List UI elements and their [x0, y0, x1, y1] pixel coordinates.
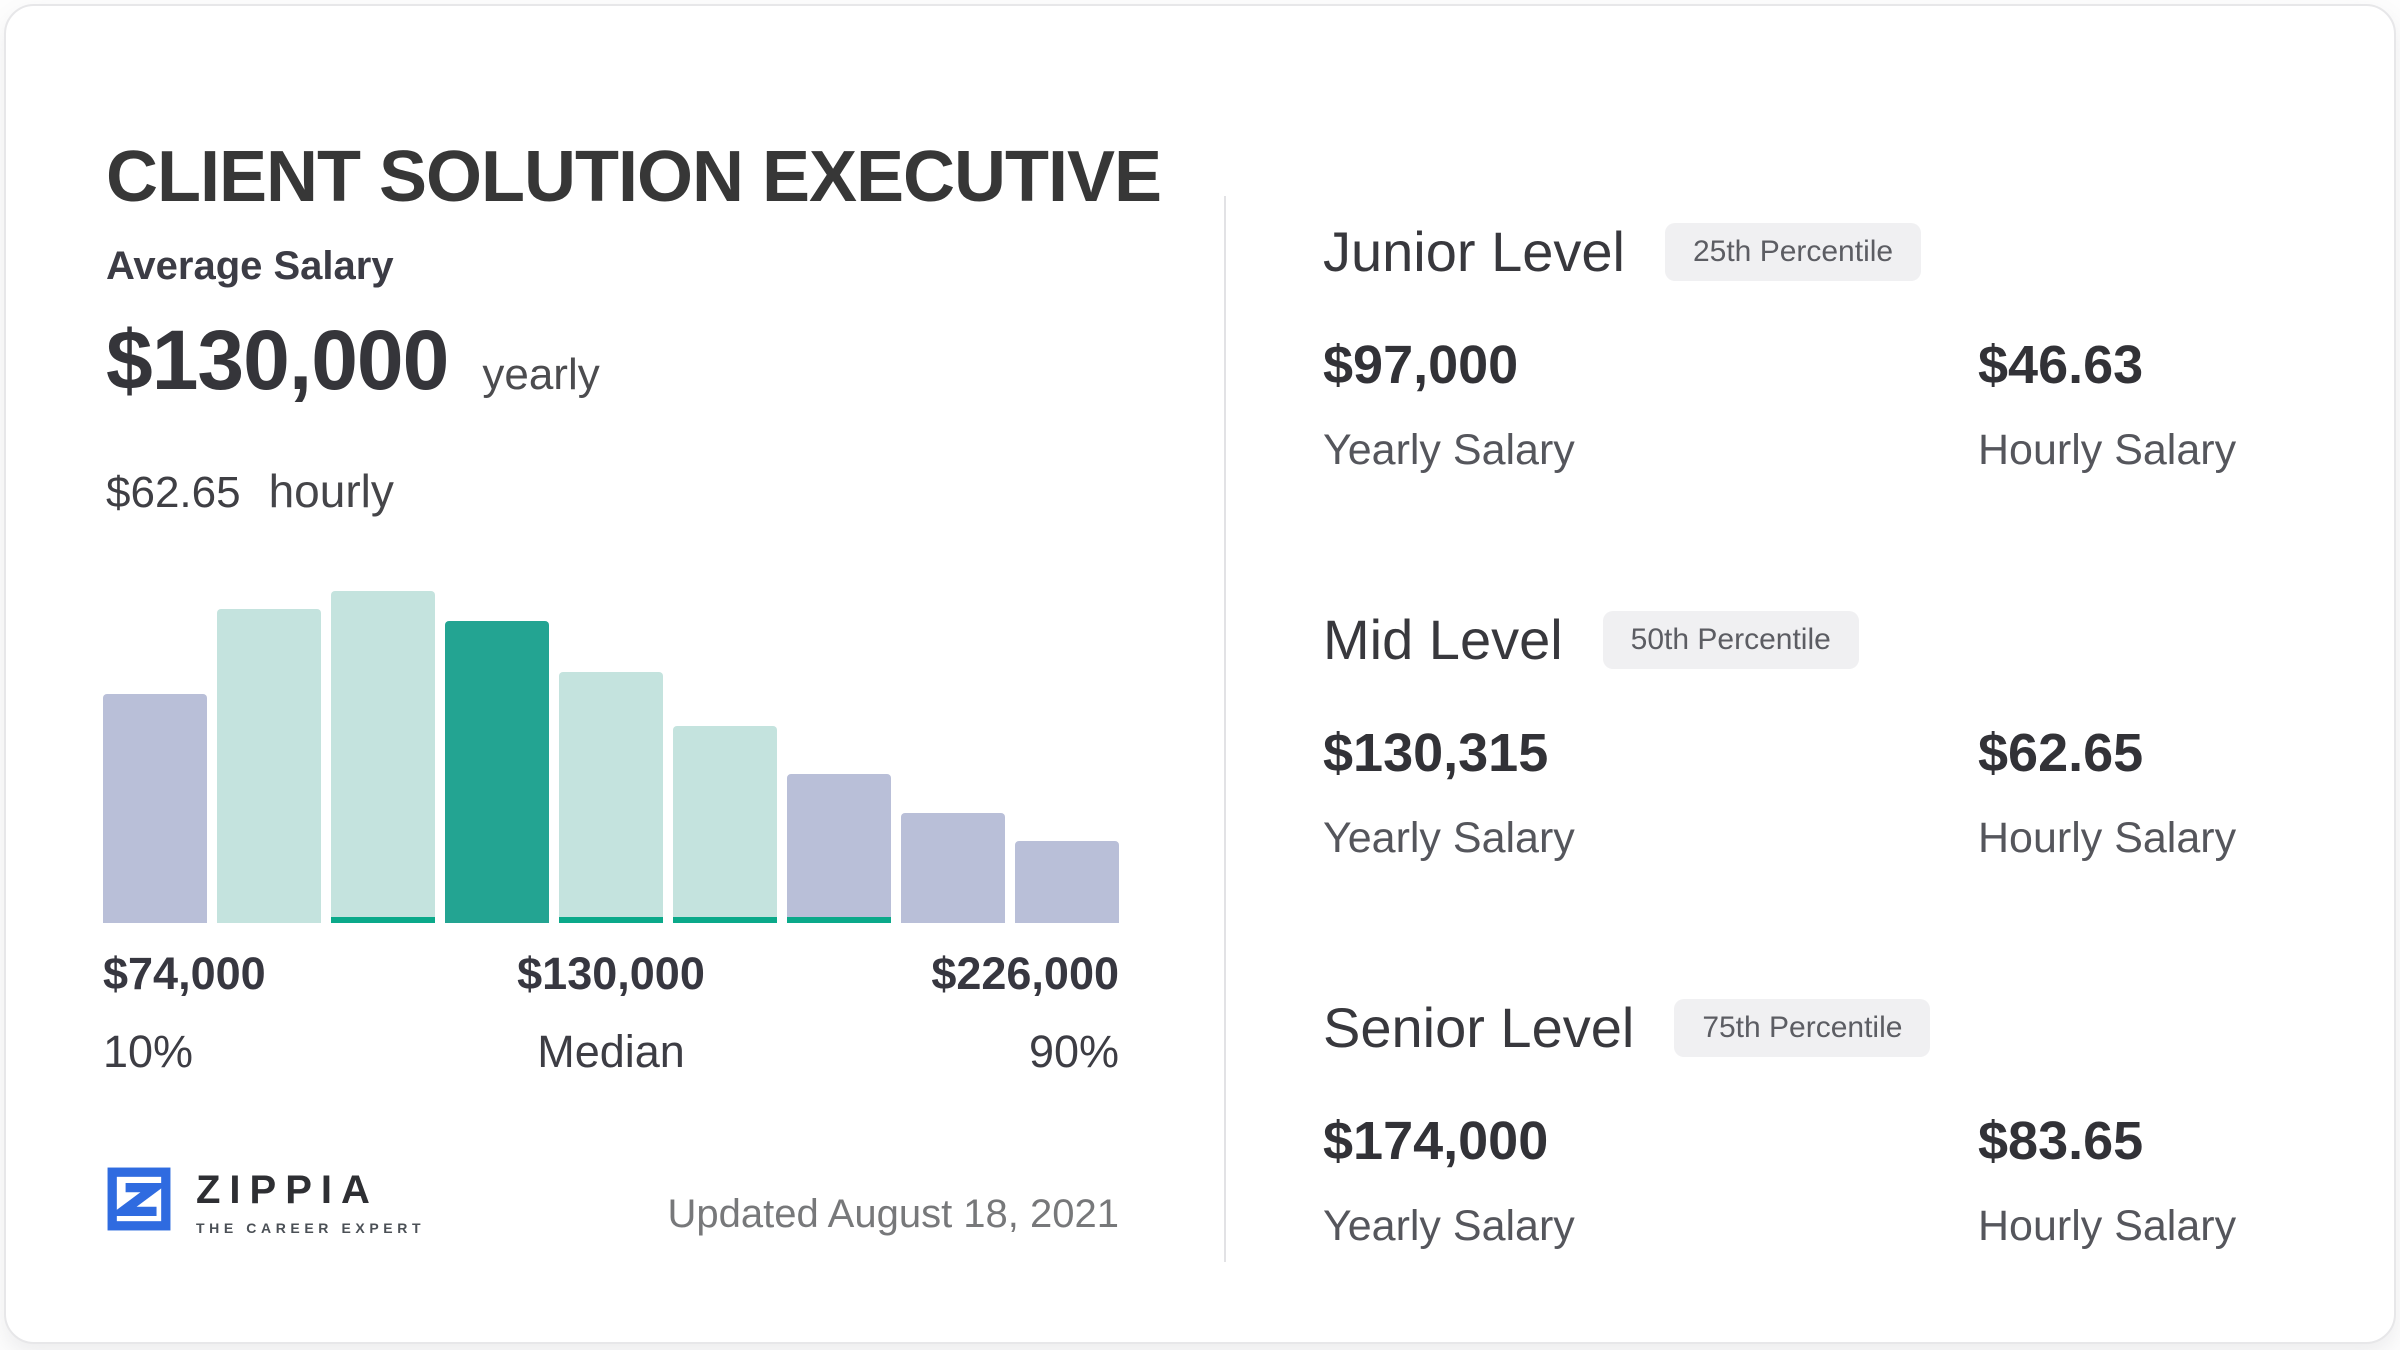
marker-median: $130,000 Median — [442, 948, 781, 1078]
hourly-salary-value: $83.65 — [1978, 1111, 2144, 1171]
hourly-salary-value: $46.63 — [1978, 335, 2144, 395]
salary-histogram — [103, 586, 1119, 923]
level-section-mid: Mid Level 50th Percentile $130,315 Yearl… — [1323, 607, 2383, 863]
average-yearly-value: $130,000 — [106, 313, 449, 407]
page-title: CLIENT SOLUTION EXECUTIVE — [106, 137, 1162, 218]
level-title: Mid Level — [1323, 608, 1563, 671]
marker-label: 10% — [103, 1026, 194, 1077]
marker-label: Median — [537, 1026, 685, 1077]
level-title: Junior Level — [1323, 220, 1625, 283]
marker-label: 90% — [1028, 1026, 1120, 1077]
histogram-bar — [673, 726, 777, 923]
zippia-logo-text: ZIPPIA THE CAREER EXPERT — [196, 1168, 425, 1236]
updated-date: Updated August 18, 2021 — [667, 1192, 1119, 1236]
histogram-bar — [1015, 841, 1119, 923]
level-section-junior: Junior Level 25th Percentile $97,000 Yea… — [1323, 219, 2383, 475]
average-salary-label: Average Salary — [106, 244, 394, 288]
marker-value: $130,000 — [517, 948, 705, 999]
average-yearly-unit: yearly — [482, 350, 600, 399]
average-hourly-value: $62.65 — [106, 468, 241, 517]
percentile-badge: 25th Percentile — [1664, 222, 1922, 281]
zippia-z-icon — [106, 1166, 172, 1237]
average-hourly-row: $62.65 hourly — [106, 464, 394, 518]
logo-name: ZIPPIA — [196, 1167, 379, 1212]
panel-divider — [1224, 196, 1226, 1262]
yearly-salary-value: $97,000 — [1323, 335, 1519, 395]
level-section-senior: Senior Level 75th Percentile $174,000 Ye… — [1323, 995, 2383, 1251]
yearly-salary-label: Yearly Salary — [1323, 426, 1575, 474]
hourly-salary-value: $62.65 — [1978, 723, 2144, 783]
histogram-bar — [559, 672, 663, 923]
marker-10th-percentile: $74,000 10% — [103, 948, 442, 1078]
histogram-bar — [445, 621, 549, 923]
zippia-logo-link[interactable]: ZIPPIA THE CAREER EXPERT — [106, 1166, 425, 1237]
histogram-bar — [103, 694, 207, 923]
hourly-salary-label: Hourly Salary — [1978, 814, 2237, 862]
histogram-bar — [901, 813, 1005, 923]
yearly-salary-value: $130,315 — [1323, 723, 1549, 783]
average-hourly-unit: hourly — [268, 465, 394, 517]
salary-infographic-card: CLIENT SOLUTION EXECUTIVE Average Salary… — [4, 4, 2396, 1344]
percentile-badge: 75th Percentile — [1674, 998, 1931, 1057]
histogram-bar — [331, 591, 435, 923]
marker-value: $74,000 — [103, 948, 266, 999]
hourly-salary-label: Hourly Salary — [1978, 1202, 2237, 1250]
average-yearly-row: $130,000 yearly — [106, 312, 600, 409]
yearly-salary-value: $174,000 — [1323, 1111, 1549, 1171]
level-title: Senior Level — [1323, 996, 1635, 1059]
histogram-axis-markers: $74,000 10% $130,000 Median $226,000 90% — [103, 948, 1119, 1078]
yearly-salary-label: Yearly Salary — [1323, 814, 1575, 862]
marker-value: $226,000 — [931, 948, 1120, 999]
hourly-salary-label: Hourly Salary — [1978, 426, 2237, 474]
logo-tagline: THE CAREER EXPERT — [196, 1219, 426, 1236]
percentile-badge: 50th Percentile — [1602, 610, 1859, 669]
marker-90th-percentile: $226,000 90% — [780, 948, 1119, 1078]
histogram-bar — [787, 774, 891, 923]
yearly-salary-label: Yearly Salary — [1323, 1202, 1575, 1250]
histogram-bar — [217, 609, 321, 923]
